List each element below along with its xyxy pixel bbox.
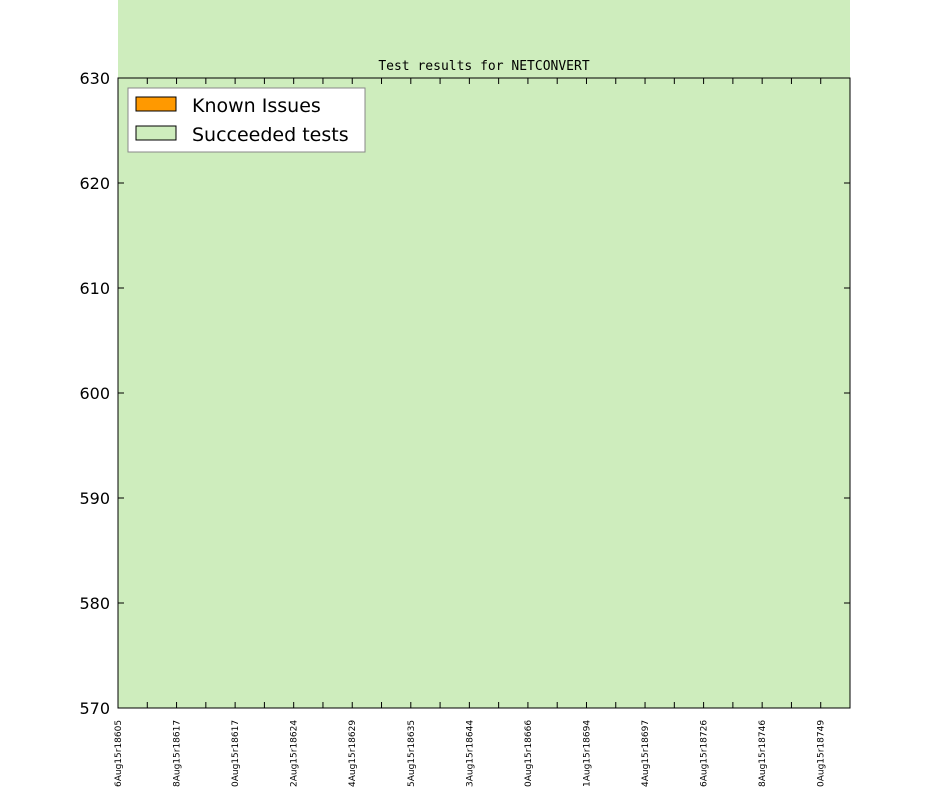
x-tick-label: 3Aug15r18644 <box>465 720 475 787</box>
x-tick-label: 0Aug15r18617 <box>231 720 241 787</box>
legend-swatch-known-issues <box>135 96 177 112</box>
x-tick-label: 4Aug15r18697 <box>641 720 651 787</box>
legend-swatch-succeeded-tests <box>135 125 177 141</box>
legend: Known Issues Succeeded tests <box>127 87 366 153</box>
x-tick-label: 1Aug15r18694 <box>582 720 592 787</box>
y-tick-label: 580 <box>79 594 110 613</box>
y-tick-label: 630 <box>79 69 110 88</box>
y-tick-label: 620 <box>79 174 110 193</box>
y-tick-label: 590 <box>79 489 110 508</box>
x-tick-label: 4Aug15r18629 <box>348 720 358 787</box>
x-tick-label: 0Aug15r18666 <box>524 720 534 787</box>
y-tick-label: 570 <box>79 699 110 718</box>
x-tick-label: 6Aug15r18726 <box>700 720 710 787</box>
x-tick-label: 6Aug15r18605 <box>114 720 124 787</box>
legend-label-succeeded-tests: Succeeded tests <box>192 124 349 146</box>
x-tick-label: 8Aug15r18617 <box>173 720 183 787</box>
area-succeeded-tests <box>118 0 850 708</box>
x-tick-label: 8Aug15r18746 <box>758 720 768 787</box>
y-tick-label: 600 <box>79 384 110 403</box>
x-tick-label: 2Aug15r18624 <box>290 720 300 787</box>
legend-label-known-issues: Known Issues <box>192 95 321 117</box>
chart-title: Test results for NETCONVERT <box>378 59 590 74</box>
x-tick-label: 5Aug15r18635 <box>407 720 417 787</box>
y-tick-label: 610 <box>79 279 110 298</box>
plot-frame <box>117 77 851 709</box>
x-tick-label: 0Aug15r18749 <box>817 720 827 787</box>
